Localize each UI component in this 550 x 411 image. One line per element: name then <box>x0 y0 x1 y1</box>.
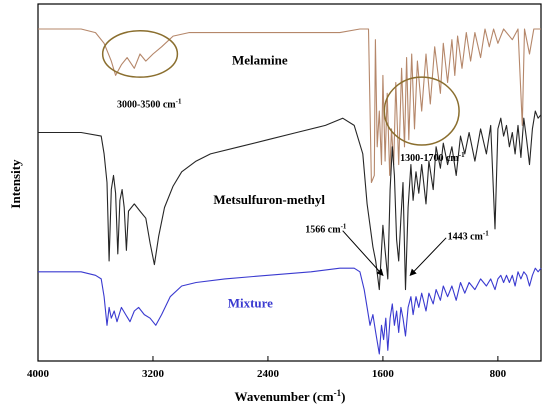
x-tick-layer: 4000 3200 2400 1600 800 <box>27 356 507 380</box>
annotation-label: 1443 cm-1 <box>448 230 490 243</box>
x-axis-title: Wavenumber (cm-1) <box>235 388 346 404</box>
annotation-label: 3000-3500 cm-1 <box>117 98 182 111</box>
x-tick-label: 2400 <box>257 368 280 380</box>
x-axis-title-main: Wavenumber (cm <box>235 389 334 404</box>
series-line-metsulfuron-methyl <box>38 110 542 291</box>
x-tick-label: 800 <box>490 368 507 380</box>
y-axis-title: Intensity <box>8 159 23 209</box>
series-line-melamine <box>38 28 541 184</box>
annotation-label: 1566 cm-1 <box>305 222 347 235</box>
x-tick-label: 4000 <box>27 368 50 380</box>
series-label: Melamine <box>232 53 288 68</box>
series-label: Mixture <box>228 295 273 310</box>
series-label-layer: Melamine Metsulfuron-methyl Mixture <box>213 53 325 311</box>
series-line-mixture <box>38 267 542 355</box>
x-axis-title-sup: -1 <box>334 388 342 398</box>
annotation-layer: 3000-3500 cm-1 1300-1700 cm-1 1566 cm-1 144… <box>101 30 490 277</box>
annotation-arrow <box>342 230 384 277</box>
annotation-label: 1300-1700 cm-1 <box>400 151 465 164</box>
series-label: Metsulfuron-methyl <box>213 192 325 207</box>
annotation-arrow <box>409 237 447 277</box>
highlight-ellipse <box>101 30 179 78</box>
highlight-ellipse <box>383 76 460 146</box>
x-tick-label: 1600 <box>372 368 395 380</box>
plot-frame <box>37 3 542 362</box>
x-axis-title-end: ) <box>341 389 345 404</box>
series-layer <box>38 28 542 355</box>
x-tick-label: 3200 <box>142 368 165 380</box>
